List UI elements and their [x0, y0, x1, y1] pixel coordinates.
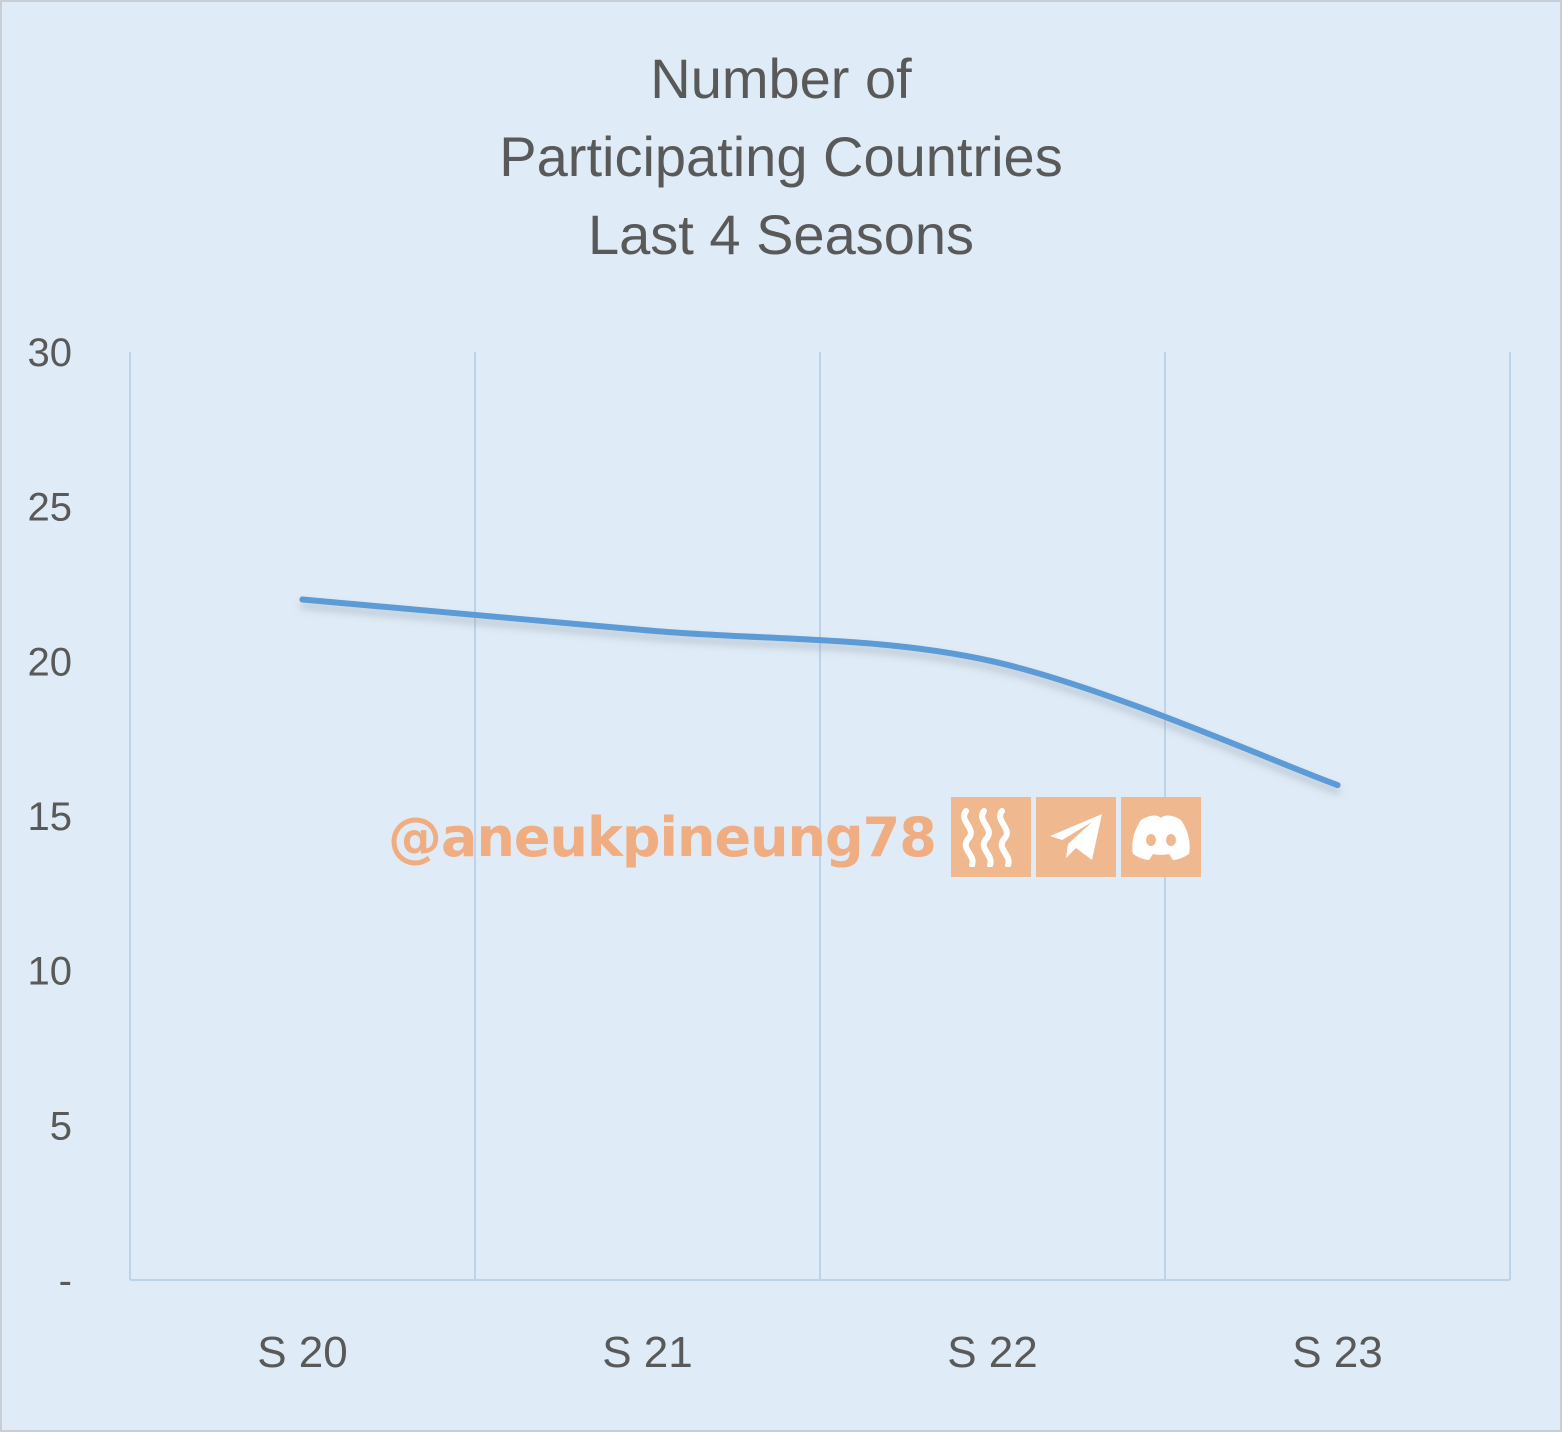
chart-title: Number of Participating Countries Last 4…: [0, 40, 1562, 274]
chart-title-line-1: Number of: [650, 47, 912, 110]
data-point: [1334, 782, 1341, 789]
series-layer: [299, 596, 1341, 789]
x-tick-label: S 22: [947, 1328, 1038, 1377]
watermark-handle: @aneukpineung78: [388, 805, 937, 869]
chart-title-line-2: Participating Countries: [499, 125, 1063, 188]
y-tick-label: 10: [28, 950, 73, 994]
series-line: [299, 596, 1341, 789]
data-point: [299, 596, 306, 603]
y-tick-label: 5: [50, 1104, 72, 1148]
x-tick-label: S 20: [257, 1328, 348, 1377]
data-point: [644, 627, 651, 634]
discord-icon: [1120, 797, 1201, 877]
data-point: [989, 658, 996, 665]
steem-icon: [950, 797, 1031, 877]
y-tick-label: 20: [28, 640, 73, 684]
x-tick-label: S 21: [602, 1328, 693, 1377]
y-tick-label: 30: [28, 331, 73, 375]
axes: - 5 10 15 20 25 30 S 20 S 21 S 22 S 23: [28, 331, 1510, 1377]
y-tick-label: 15: [28, 795, 73, 839]
y-tick-label: -: [59, 1259, 72, 1303]
x-tick-label: S 23: [1292, 1328, 1383, 1377]
watermark: @aneukpineung78: [388, 797, 1201, 877]
chart-title-line-3: Last 4 Seasons: [587, 203, 975, 266]
telegram-icon: [1035, 797, 1116, 877]
y-tick-label: 25: [28, 486, 73, 530]
gridlines: [129, 352, 1511, 1280]
